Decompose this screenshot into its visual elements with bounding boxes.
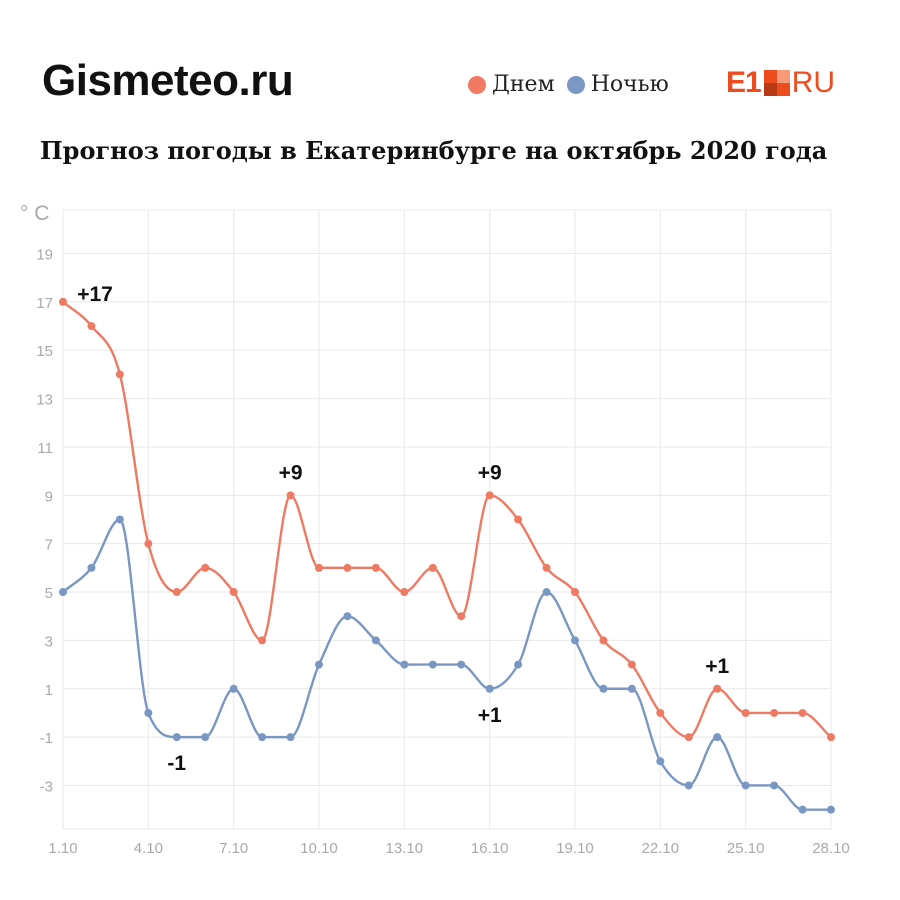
data-point-night <box>571 636 579 645</box>
data-point-day <box>201 563 210 572</box>
y-tick-label: 17 <box>36 295 53 312</box>
data-point-night <box>371 636 380 645</box>
data-point-day <box>371 563 380 572</box>
data-label: +9 <box>279 461 303 484</box>
data-label: +1 <box>478 704 502 727</box>
data-point-night <box>656 757 665 766</box>
legend-day-marker <box>468 75 486 94</box>
data-point-day <box>770 708 779 717</box>
y-tick-label: 3 <box>45 633 53 650</box>
data-point-day <box>827 733 835 742</box>
x-tick-label: 4.10 <box>134 840 163 857</box>
x-tick-label: 1.10 <box>48 840 77 857</box>
legend-day-label: Днем <box>492 72 555 97</box>
data-point-night <box>713 733 722 742</box>
data-point-night <box>599 684 608 693</box>
data-point-day <box>457 612 466 621</box>
legend-item-night: Ночью <box>566 72 669 97</box>
data-point-night <box>798 805 807 814</box>
y-tick-label: 13 <box>36 392 53 409</box>
y-tick-label: 5 <box>45 585 53 602</box>
data-point-day <box>315 563 323 572</box>
legend-item-day: Днем <box>468 72 555 97</box>
x-tick-label: 10.10 <box>300 840 338 857</box>
data-point-night <box>627 684 636 693</box>
data-point-day <box>514 515 523 524</box>
data-point-night <box>684 781 693 790</box>
data-point-day <box>343 563 352 572</box>
data-point-day <box>428 563 437 572</box>
legend-night-marker <box>566 75 585 94</box>
e1-logo: E1 RU <box>726 68 835 98</box>
data-point-night <box>428 660 437 669</box>
data-point-day <box>229 588 238 597</box>
y-tick-label: 1 <box>45 682 53 699</box>
data-point-day <box>258 636 267 645</box>
y-tick-label: 15 <box>36 343 53 360</box>
y-tick-label: 11 <box>37 440 53 457</box>
data-point-day <box>656 708 665 717</box>
data-point-night <box>400 660 409 669</box>
chart-legend: Днем Ночью <box>468 72 681 97</box>
data-point-night <box>514 660 523 669</box>
data-point-day <box>87 322 96 331</box>
data-point-day <box>713 684 722 693</box>
x-tick-label: 28.10 <box>812 840 850 857</box>
data-label: +9 <box>478 461 502 484</box>
data-point-day <box>571 588 579 597</box>
data-point-night <box>741 781 750 790</box>
data-point-night <box>827 805 835 814</box>
data-point-day <box>115 370 124 379</box>
logo-square-icon <box>763 70 790 96</box>
data-point-day <box>542 563 551 572</box>
y-tick-label: 19 <box>36 247 53 264</box>
x-tick-label: 19.10 <box>556 840 594 857</box>
data-point-night <box>286 733 295 742</box>
data-point-day <box>741 708 750 717</box>
data-point-day <box>599 636 608 645</box>
x-tick-label: 13.10 <box>386 840 424 857</box>
data-point-night <box>172 733 181 742</box>
data-point-day <box>485 491 494 500</box>
data-point-day <box>627 660 636 669</box>
data-point-day <box>172 588 181 597</box>
x-tick-label: 16.10 <box>471 840 509 857</box>
data-point-night <box>457 660 466 669</box>
brand-title: Gismeteo.ru <box>42 56 294 105</box>
legend-night-label: Ночью <box>590 72 669 97</box>
data-point-day <box>286 491 295 500</box>
data-point-night <box>229 684 238 693</box>
data-point-night <box>144 708 153 717</box>
data-point-day <box>400 588 409 597</box>
data-point-night <box>542 588 551 597</box>
data-point-night <box>115 515 124 524</box>
data-point-day <box>144 539 153 548</box>
x-tick-label: 7.10 <box>219 840 248 857</box>
logo-text-ru: RU <box>791 66 836 99</box>
y-axis-label: ° C <box>20 202 49 225</box>
data-label: +17 <box>77 283 113 306</box>
y-tick-label: 9 <box>45 488 53 505</box>
data-point-day <box>798 708 807 717</box>
x-tick-label: 25.10 <box>727 840 765 857</box>
data-label: +1 <box>705 655 729 678</box>
y-tick-label: -3 <box>40 778 53 795</box>
data-point-night <box>87 563 96 572</box>
data-point-night <box>315 660 323 669</box>
chart-title: Прогноз погоды в Екатеринбурге на октябр… <box>40 136 828 165</box>
data-point-night <box>59 588 67 597</box>
data-point-night <box>770 781 779 790</box>
data-point-night <box>201 733 210 742</box>
data-point-night <box>258 733 267 742</box>
data-label: -1 <box>167 752 186 775</box>
x-tick-label: 22.10 <box>642 840 680 857</box>
logo-text-e1: E1 <box>726 66 762 99</box>
data-point-night <box>343 612 352 621</box>
data-point-day <box>684 733 693 742</box>
data-point-day <box>59 297 67 306</box>
y-tick-label: 7 <box>45 537 53 554</box>
data-point-night <box>485 684 494 693</box>
y-tick-label: -1 <box>40 730 53 747</box>
